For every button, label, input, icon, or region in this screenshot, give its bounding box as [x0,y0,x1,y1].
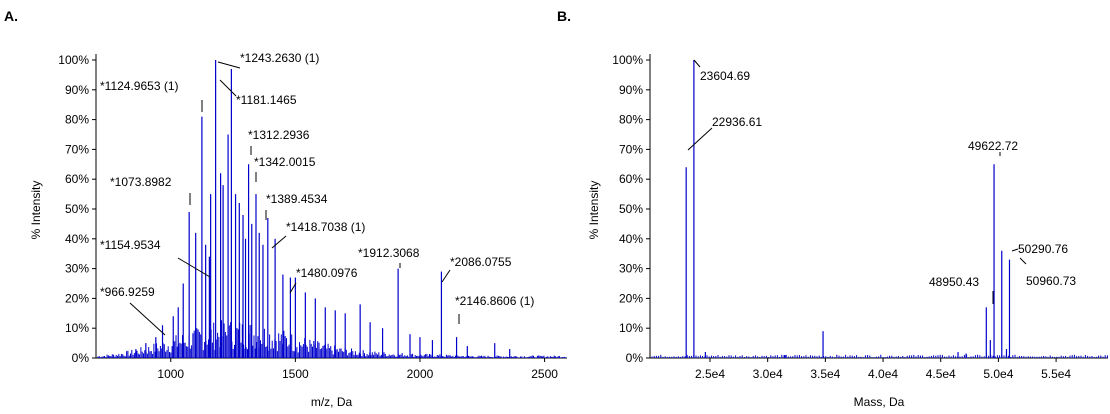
y-axis-title: % Intensity [29,181,43,240]
y-tick-label: 20% [65,291,89,305]
annotation-leader [219,79,237,97]
y-tick-label: 50% [619,202,643,216]
y-tick-label: 20% [619,291,643,305]
panel-b-deconvoluted-spectrum: B. 0% 10% 20% 30% 40% 50% 60% 70% 80% 90% 100% 2.5e4… [557,8,1108,409]
peak-series [135,60,511,358]
y-tick-label: 60% [619,172,643,186]
annotation-leader [271,235,287,249]
y-tick-label: 90% [65,83,89,97]
peak-annotation-label: *1243.2630 (1) [240,51,319,65]
panel-label: A. [4,8,18,24]
y-tick-label: 10% [65,321,89,335]
x-tick-label: 1500 [282,367,309,381]
y-axis-title: % Intensity [587,181,601,240]
x-tick-label: 3.5e4 [810,367,840,381]
peak-annotation-label: *1480.0976 [296,266,358,280]
annotation-leader [441,269,451,283]
annotation-leader [177,257,211,278]
annotation-leader [693,59,701,68]
peak-series [685,60,1011,358]
x-axis-title: m/z, Da [311,395,353,409]
y-tick-label: 80% [65,113,89,127]
peak-annotation-label: 50960.73 [1026,274,1076,288]
baseline-noise [97,320,567,358]
x-tick-label: 2.5e4 [695,367,725,381]
peak-annotation-label: *966.9259 [100,285,155,299]
y-tick-label: 30% [65,262,89,276]
annotation-leader [687,127,713,151]
peak-annotation-label: *1389.4534 [266,192,328,206]
peak-annotation-label: 50290.76 [1018,242,1068,256]
x-tick-label: 3.0e4 [753,367,783,381]
peak-annotation-label: *1418.7038 (1) [286,220,365,234]
peak-annotations: *1243.2630 (1) *1124.9653 (1) *1181.1465 *1… [100,51,534,336]
peak-annotations: 23604.69 22936.61 49622.72 50290.76 50960.73… [687,59,1076,304]
y-tick-label: 10% [619,321,643,335]
x-tick-label: 2000 [407,367,434,381]
peak-annotation-label: 49622.72 [968,139,1018,153]
peak-annotation-label: *2086.0755 [450,255,512,269]
peak-annotation-label: *1312.2936 [248,128,310,142]
x-tick-label: 5.0e4 [983,367,1013,381]
peak-annotation-label: *1073.8982 [110,175,172,189]
x-tick-label: 2500 [531,367,558,381]
peak-annotation-label: *1124.9653 (1) [100,79,179,93]
y-tick-label: 90% [619,83,643,97]
peak-annotation-label: *1342.0015 [254,155,316,169]
peak-annotation-label: *1181.1465 [236,93,297,107]
peak-annotation-label: 48950.43 [929,275,979,289]
panel-a-mass-spectrum: A. 0% 10% 20% 30% 40% 50% 60% 70% 80% 90% 100% 1000 1… [4,8,567,409]
peak-annotation-label: *2146.8606 (1) [455,294,534,308]
x-axis-title: Mass, Da [854,395,905,409]
x-tick-label: 4.0e4 [868,367,898,381]
panel-label: B. [557,8,571,24]
y-tick-label: 60% [65,172,89,186]
peak-annotation-label: *1154.9534 [100,238,161,252]
y-tick-label: 100% [58,53,89,67]
y-tick-label: 40% [65,232,89,246]
peak-annotation-label: 23604.69 [700,69,750,83]
annotation-leader [129,302,166,336]
y-tick-label: 70% [619,142,643,156]
x-tick-label: 1000 [157,367,184,381]
y-tick-label: 40% [619,232,643,246]
annotation-leader [1011,248,1019,252]
y-tick-label: 80% [619,113,643,127]
y-tick-label: 70% [65,142,89,156]
y-tick-label: 100% [612,53,643,67]
y-tick-label: 50% [65,202,89,216]
y-tick-label: 0% [72,351,90,365]
baseline-noise [651,354,1108,358]
x-tick-label: 5.5e4 [1041,367,1071,381]
annotation-leader [289,282,297,294]
peak-annotation-label: 22936.61 [712,115,762,129]
y-tick-label: 30% [619,262,643,276]
x-tick-label: 4.5e4 [926,367,956,381]
annotation-leader [1019,257,1027,265]
annotation-leader [217,61,241,69]
y-tick-label: 0% [626,351,644,365]
peak-annotation-label: *1912.3068 [358,246,420,260]
